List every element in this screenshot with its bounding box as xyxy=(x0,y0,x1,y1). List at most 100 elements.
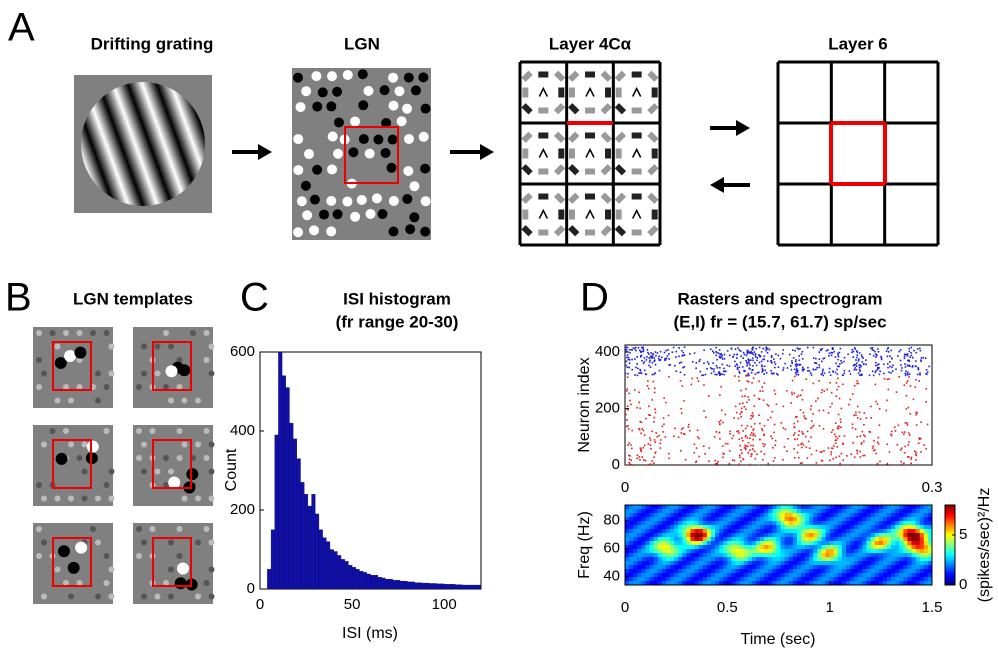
spike xyxy=(858,360,860,362)
spectrogram-texture xyxy=(785,545,789,549)
lgn-cell xyxy=(402,104,412,114)
spectrogram-texture xyxy=(854,505,858,509)
spectrogram-texture xyxy=(793,545,797,549)
spectrogram-texture xyxy=(899,509,903,513)
spectrogram-texture xyxy=(756,553,760,557)
spike xyxy=(650,355,652,357)
spectrogram-texture xyxy=(883,509,887,513)
spike xyxy=(638,347,640,349)
spike xyxy=(692,361,694,363)
spike xyxy=(863,434,865,436)
spike xyxy=(738,430,740,432)
spectrogram-texture xyxy=(924,549,928,553)
spectrogram-texture xyxy=(785,537,789,541)
spectrogram-texture xyxy=(907,541,911,545)
spectrogram-texture xyxy=(813,525,817,529)
spectrogram-texture xyxy=(736,569,740,573)
spectrogram-texture xyxy=(670,513,674,517)
spike xyxy=(761,428,763,430)
spectrogram-texture xyxy=(842,553,846,557)
spectrogram-texture xyxy=(641,509,645,513)
spike xyxy=(836,389,838,391)
spike xyxy=(904,446,906,448)
spike xyxy=(904,358,906,360)
spectrogram-texture xyxy=(830,561,834,565)
spectrogram-texture xyxy=(768,533,772,537)
spike xyxy=(685,459,687,461)
orientation-mark xyxy=(568,71,579,82)
spectrogram-texture xyxy=(834,549,838,553)
lgn-cell xyxy=(293,73,303,83)
spike xyxy=(736,412,738,414)
spike xyxy=(831,403,833,405)
spectrogram-texture xyxy=(752,569,756,573)
spike xyxy=(846,455,848,457)
orientation-mark xyxy=(585,169,595,175)
spike xyxy=(877,441,879,443)
spike xyxy=(763,373,765,375)
spike xyxy=(729,433,731,435)
histogram-bar xyxy=(304,494,308,589)
lgn-cell xyxy=(387,163,397,173)
spike xyxy=(759,398,761,400)
histogram-bar xyxy=(345,561,349,589)
spectrogram-texture xyxy=(699,545,703,549)
spike xyxy=(832,347,834,349)
spike xyxy=(860,456,862,458)
spike xyxy=(738,432,740,434)
lgn-cell xyxy=(204,455,210,461)
spectrogram-texture xyxy=(903,505,907,509)
lgn-cell xyxy=(195,442,201,448)
spike xyxy=(651,399,653,401)
spectrogram-texture xyxy=(740,537,744,541)
spectrogram-texture xyxy=(862,505,866,509)
template-tile xyxy=(33,425,113,506)
spectrogram-texture xyxy=(699,549,703,553)
spectrogram-texture xyxy=(719,521,723,525)
spike xyxy=(796,371,798,373)
spectrogram-texture xyxy=(740,505,744,509)
spectrogram-texture xyxy=(776,517,780,521)
spike xyxy=(746,365,748,367)
spike xyxy=(908,441,910,443)
spike xyxy=(919,347,921,349)
spike xyxy=(798,374,800,376)
panel-label: B xyxy=(5,276,32,320)
spike xyxy=(688,426,690,428)
spectrogram-texture xyxy=(781,541,785,545)
spectrogram-texture xyxy=(846,529,850,533)
spike xyxy=(773,432,775,434)
spike xyxy=(820,451,822,453)
spectrogram-texture xyxy=(703,529,707,533)
lgn-cell xyxy=(182,398,188,404)
spectrogram-texture xyxy=(924,557,928,561)
spectrogram-texture xyxy=(686,545,690,549)
spectrogram-texture xyxy=(813,557,817,561)
spike xyxy=(872,347,874,349)
spectrogram-texture xyxy=(686,525,690,529)
lgn-cell xyxy=(293,134,303,144)
spike xyxy=(818,351,820,353)
spike xyxy=(734,361,736,363)
spike xyxy=(742,396,744,398)
spike xyxy=(743,352,745,354)
spike xyxy=(653,462,655,464)
spectrogram-texture xyxy=(662,573,666,577)
spike xyxy=(739,438,741,440)
spike xyxy=(823,428,825,430)
spike xyxy=(804,417,806,419)
spectrogram-texture xyxy=(912,549,916,553)
lgn-cell xyxy=(311,71,321,81)
spike xyxy=(875,356,877,358)
spike xyxy=(835,436,837,438)
spike xyxy=(810,437,812,439)
spectrogram-texture xyxy=(670,517,674,521)
spike xyxy=(739,445,741,447)
spectrogram-texture xyxy=(637,573,641,577)
spectrogram-texture xyxy=(830,541,834,545)
spectrogram-texture xyxy=(768,513,772,517)
spike xyxy=(910,463,912,465)
spectrogram-texture xyxy=(817,573,821,577)
spectrogram-texture xyxy=(797,561,801,565)
spectrogram-texture xyxy=(826,557,830,561)
